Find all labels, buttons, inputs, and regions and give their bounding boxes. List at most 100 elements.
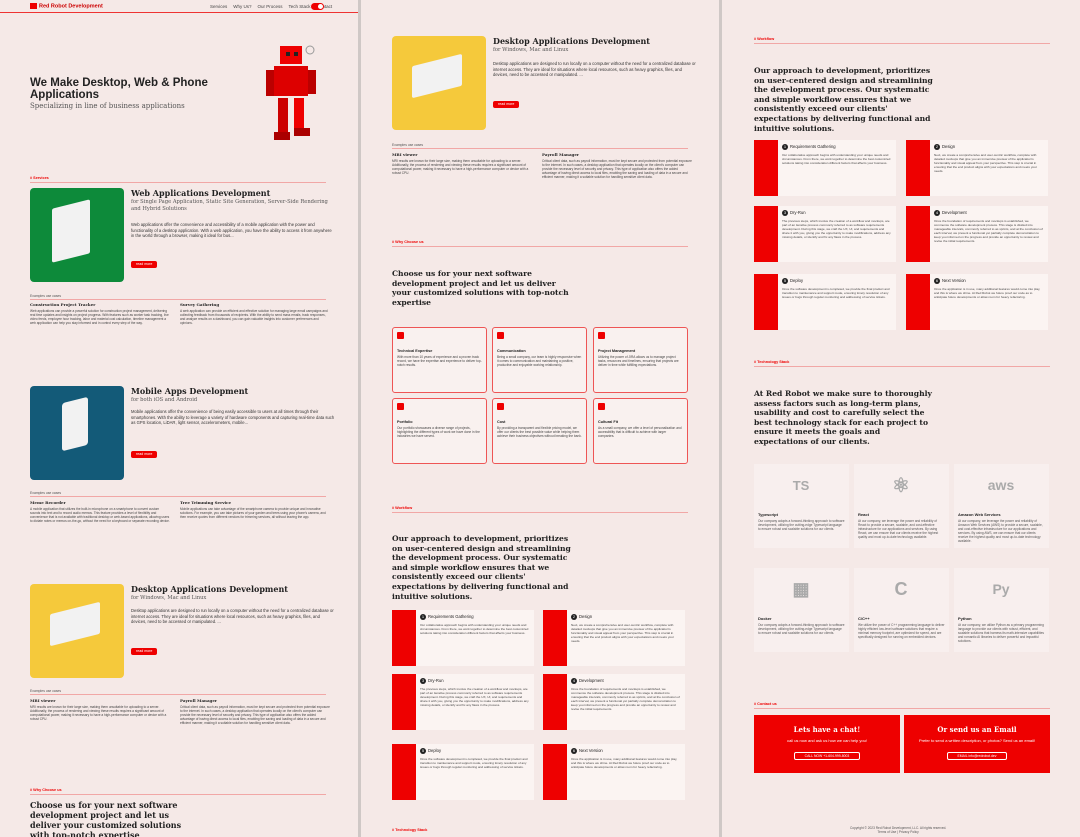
portfolio-icon [397,403,404,410]
tech-card: ⚛ React At our company, we leverage the po… [854,464,949,548]
email-panel: Or send us an Email Prefer to send a wri… [904,715,1050,773]
nav-why-us[interactable]: Why Us? [233,4,252,9]
tech-section-label: # Technology Stack [754,360,790,364]
example-desc: Mobile applications can take advantage o… [180,507,326,520]
nav-contact[interactable]: Contact [316,4,333,9]
cost-icon [497,403,504,410]
chat-title: Lets have a chat! [793,725,861,734]
card-desc: Utilizing the power of JIRA allows us to… [598,355,679,368]
requirements-icon [754,140,778,196]
contact-section-label: # Contact us [754,702,777,706]
service-description: Mobile applications offer the convenienc… [131,409,335,425]
nav-process[interactable]: Our Process [257,4,283,9]
project-management-icon [598,332,605,339]
why-card: Portfolio Our portfolio showcases a diver… [392,398,487,464]
deploy-icon [754,274,778,330]
card-title: Cultural Fit [598,420,619,424]
example-title: MRI viewer [392,152,418,157]
tech-title: At Red Robot we make sure to thoroughly … [754,389,932,446]
read-more-button[interactable]: read more [131,260,158,268]
example-title: Payroll Manager [180,698,217,703]
email-desc: Prefer to send a written description, or… [918,738,1036,743]
service-subtitle: for Windows, Mac and Linux [493,47,569,53]
example-card: Meme Recorder A mobile application that … [30,500,170,523]
hero-title: We Make Desktop, Web & Phone Application… [30,77,208,101]
service-subtitle: for Windows, Mac and Linux [131,595,207,601]
why-card: Cost By providing a transparent and flexi… [492,398,587,464]
card-title: Technical Expertise [397,349,433,353]
python-icon: Py [992,581,1010,597]
nav-tech-stack[interactable]: Tech Stack [288,4,311,9]
next-version-icon [543,744,567,800]
read-more-button[interactable]: read more [131,450,158,458]
tech-section-label: # Technology Stack [392,828,428,832]
workflow-step: 3 Dry-Run The previous steps, which involv… [392,674,534,730]
example-card: Survey Gathering A web application can p… [180,302,330,325]
example-title: Tree Trimming Service [180,500,232,505]
robot-icon [30,3,37,9]
card-title: Portfolio [397,420,413,424]
tech-card: C C/C++ We utilize the power of C++ progra… [854,568,949,652]
cultural-fit-icon [598,403,605,410]
docker-icon: ▦ [792,578,810,599]
workflow-step: 6 Next Version Once the application is in … [906,274,1048,330]
desktop-app-illustration [392,36,486,130]
services-section-label: # Services [30,176,49,180]
call-now-button[interactable]: CALL NOW +1-604-999-8003 [793,752,861,760]
page-column-middle: Desktop Applications Development for Win… [361,0,719,837]
workflow-title: Our approach to development, prioritizes… [392,534,571,601]
footer-links[interactable]: Terms of Use | Privacy Policy [877,830,919,834]
chat-desc: call us now and ask us how we can help y… [787,738,867,743]
workflow-section-label: # Workflow [754,37,775,41]
service-subtitle: for Single Page Application, Static Site… [131,199,328,212]
example-desc: MRI results are known for their large si… [392,159,529,176]
example-desc: A mobile application that utilizes the b… [30,507,170,524]
why-card: Project Management Utilizing the power of… [593,327,688,393]
service-description: Web applications offer the convenience a… [131,222,332,238]
example-card: Construction Project Tracker Web applica… [30,302,170,325]
email-button[interactable]: EMAIL info@redrobot.dev [946,752,1008,760]
why-card: Communication Being a small company, our … [492,327,587,393]
mobile-app-illustration [30,386,124,480]
example-title: Construction Project Tracker [30,302,96,307]
example-desc: Critical client data, such as payroll in… [180,705,330,726]
card-desc: Being a small company, our team is highl… [497,355,582,368]
example-title: MRI viewer [30,698,56,703]
read-more-button[interactable]: read more [131,647,158,655]
read-more-button[interactable]: read more [493,100,520,108]
theme-toggle[interactable] [311,3,324,10]
workflow-section-label: # Workflow [392,506,413,510]
service-title: Desktop Applications Development [131,584,288,594]
brand-logo[interactable]: Red Robot Development [30,3,103,9]
development-icon [543,674,567,730]
example-title: Payroll Manager [542,152,579,157]
card-desc: Our portfolio showcases a diverse range … [397,426,480,439]
examples-label: Examples use cases [30,491,62,495]
typescript-icon: TS [792,477,810,493]
next-version-icon [906,274,930,330]
web-app-illustration [30,188,124,282]
top-navbar: Red Robot Development Services Why Us? O… [0,0,358,13]
tech-card: TS Typescript Our company adopts a forward… [754,464,849,548]
email-title: Or send us an Email [937,725,1017,734]
example-desc: Critical client data, such as payroll in… [542,159,692,180]
workflow-step: 5 Deploy Once the software development is … [392,744,534,800]
tech-card: ▦ Docker Our company adopts a forward-thin… [754,568,849,652]
card-title: Communication [497,349,526,353]
example-title: Survey Gathering [180,302,220,307]
cpp-icon: C [894,578,908,599]
workflow-step: 1 Requirements Gathering Our collaborative… [754,140,896,196]
example-desc: MRI results are known for their large si… [30,705,167,722]
hero-subtitle: Specializing in line of business applica… [30,102,185,110]
why-title: Choose us for your next software develop… [30,800,182,837]
example-card: Tree Trimming Service Mobile application… [180,500,330,519]
chat-panel: Lets have a chat! call us now and ask us… [754,715,900,773]
react-icon: ⚛ [892,474,910,497]
workflow-step: 5 Deploy Once the software development is … [754,274,896,330]
nav-services[interactable]: Services [210,4,228,9]
card-desc: As a small company, we offer a level of … [598,426,682,439]
page-column-bottom: # Workflow Our approach to development, … [722,0,1080,837]
deploy-icon [392,744,416,800]
tech-card: Py Python At our company, we utilize Pytho… [954,568,1049,652]
workflow-step: 2 Design Next, we create a comprehensive a… [906,140,1048,196]
